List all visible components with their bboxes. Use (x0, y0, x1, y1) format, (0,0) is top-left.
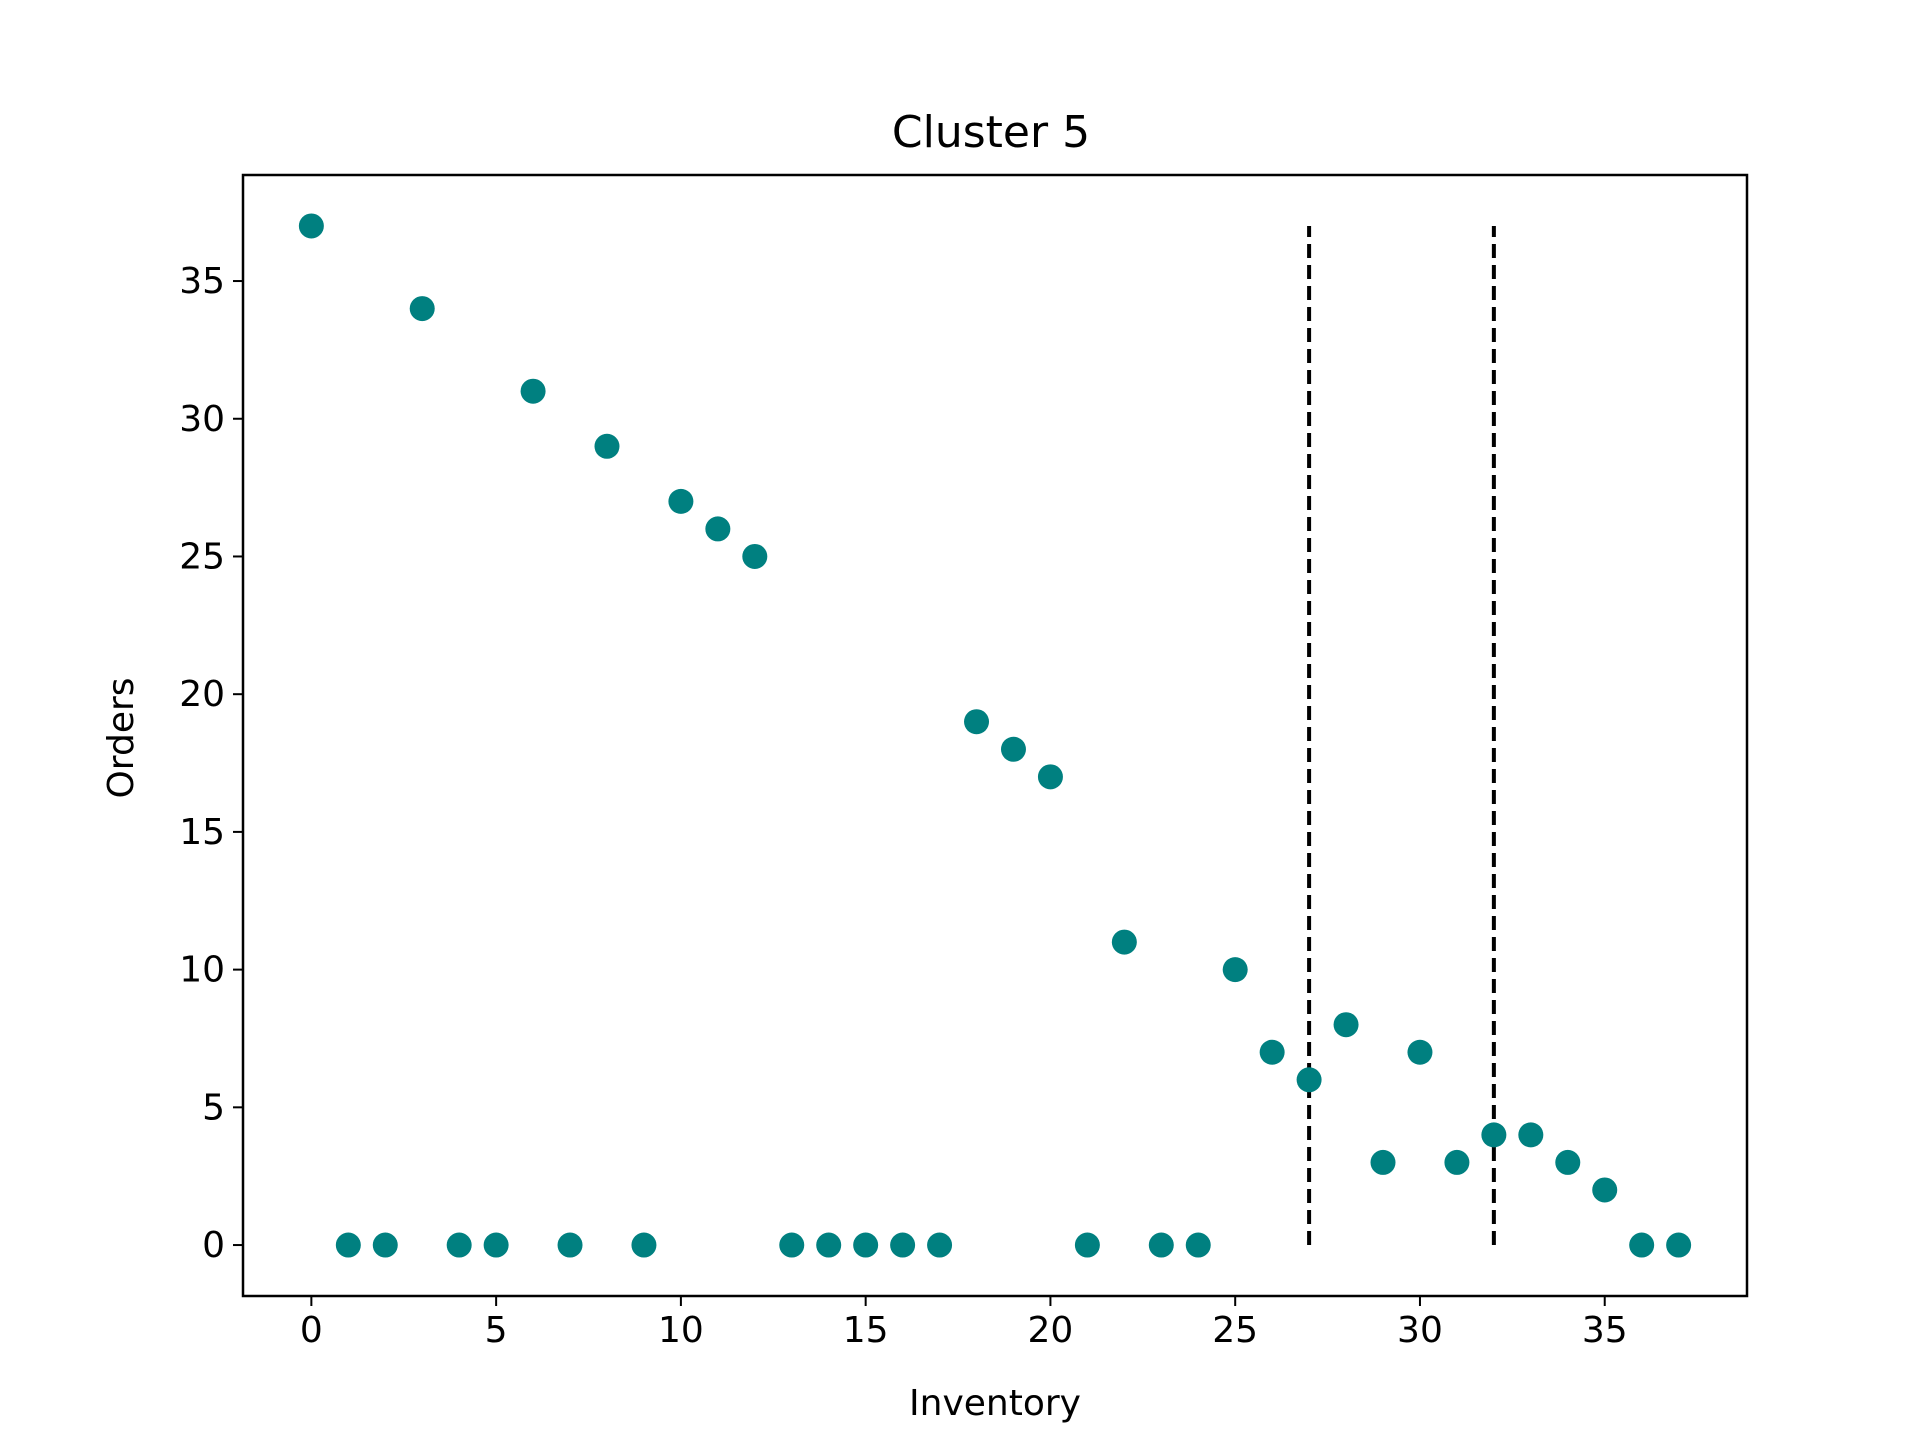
x-tick-label: 30 (1397, 1310, 1443, 1351)
y-tick-label: 15 (179, 812, 225, 853)
data-point (1148, 1232, 1174, 1258)
data-point (1555, 1149, 1581, 1175)
chart-title: Cluster 5 (892, 107, 1090, 158)
data-point (1296, 1067, 1322, 1093)
data-point (1000, 736, 1026, 762)
data-point (557, 1232, 583, 1258)
y-tick-label: 25 (179, 536, 225, 577)
data-point (1370, 1149, 1396, 1175)
data-point (631, 1232, 657, 1258)
data-point (668, 488, 694, 514)
data-point (1259, 1039, 1285, 1065)
x-axis-label: Inventory (909, 1383, 1081, 1424)
data-point (1444, 1149, 1470, 1175)
data-point (964, 709, 990, 735)
y-tick-label: 35 (179, 261, 225, 302)
x-tick-label: 20 (1028, 1310, 1074, 1351)
data-point (372, 1232, 398, 1258)
data-point (1666, 1232, 1692, 1258)
x-tick-label: 25 (1212, 1310, 1258, 1351)
x-axis-ticks: 0 5 10 15 20 25 30 35 (300, 1296, 1628, 1351)
data-point (705, 516, 731, 542)
x-tick-label: 35 (1582, 1310, 1628, 1351)
data-point (1222, 957, 1248, 983)
data-point (927, 1232, 953, 1258)
data-point (1185, 1232, 1211, 1258)
x-tick-label: 15 (843, 1310, 889, 1351)
data-point (520, 378, 546, 404)
data-point (1333, 1012, 1359, 1038)
data-point (1037, 764, 1063, 790)
data-point (1407, 1039, 1433, 1065)
data-point (1074, 1232, 1100, 1258)
y-axis-ticks: 0 5 10 15 20 25 30 35 (179, 261, 243, 1266)
y-tick-label: 0 (202, 1225, 225, 1266)
y-tick-label: 10 (179, 950, 225, 991)
data-point (853, 1232, 879, 1258)
data-point (409, 296, 435, 322)
data-point (779, 1232, 805, 1258)
data-point (1629, 1232, 1655, 1258)
x-tick-label: 0 (300, 1310, 323, 1351)
data-point (483, 1232, 509, 1258)
y-tick-label: 20 (179, 674, 225, 715)
plot-frame (241, 173, 1749, 1298)
data-point (594, 433, 620, 459)
data-point (816, 1232, 842, 1258)
data-point (1111, 929, 1137, 955)
data-point (742, 543, 768, 569)
data-point (446, 1232, 472, 1258)
data-points (298, 213, 1692, 1258)
data-point (890, 1232, 916, 1258)
x-tick-label: 5 (485, 1310, 508, 1351)
x-tick-label: 10 (658, 1310, 704, 1351)
y-tick-label: 5 (202, 1087, 225, 1128)
data-point (1481, 1122, 1507, 1148)
y-axis-label: Orders (101, 677, 142, 798)
data-point (1592, 1177, 1618, 1203)
data-point (298, 213, 324, 239)
data-point (335, 1232, 361, 1258)
data-point (1518, 1122, 1544, 1148)
y-tick-label: 30 (179, 399, 225, 440)
